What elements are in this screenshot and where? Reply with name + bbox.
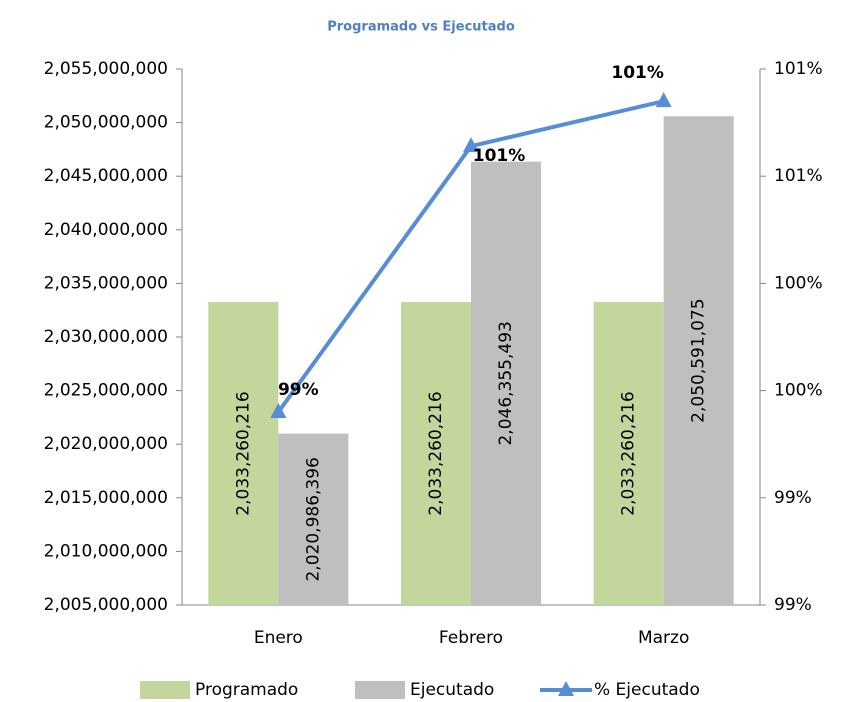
x-tick-label: Marzo <box>638 628 689 648</box>
bar-value-label: 2,020,986,396 <box>303 457 323 581</box>
line-marker <box>463 137 479 153</box>
bar-value-label: 2,046,355,493 <box>496 321 516 445</box>
legend-label: % Ejecutado <box>594 680 700 700</box>
bar-value-label: 2,033,260,216 <box>426 391 446 515</box>
line-marker <box>655 92 672 108</box>
y-tick-label: 2,050,000,000 <box>44 113 168 133</box>
y-tick-label: 2,010,000,000 <box>44 541 168 561</box>
y2-tick-label: 99% <box>774 488 812 508</box>
line-value-label: 99% <box>278 380 319 400</box>
y-tick-label: 2,040,000,000 <box>44 220 168 240</box>
bar <box>471 161 541 605</box>
legend-swatch <box>140 681 190 699</box>
legend-label: Ejecutado <box>410 680 494 700</box>
y-tick-label: 2,025,000,000 <box>44 381 168 401</box>
line-value-label: 101% <box>611 63 664 83</box>
x-tick-label: Enero <box>254 628 303 648</box>
legend-label: Programado <box>195 680 298 700</box>
legend-swatch <box>355 681 405 699</box>
y-tick-label: 2,030,000,000 <box>44 327 168 347</box>
y2-tick-label: 100% <box>774 273 823 293</box>
bar <box>593 302 664 605</box>
y2-tick-label: 101% <box>774 166 823 186</box>
chart-title: Programado vs Ejecutado <box>327 20 515 35</box>
y-tick-label: 2,005,000,000 <box>44 595 168 615</box>
bar-value-label: 2,033,260,216 <box>619 391 639 515</box>
legend-swatch <box>558 681 574 696</box>
bar-value-label: 2,050,591,075 <box>689 298 709 422</box>
bar <box>208 302 279 605</box>
y-tick-label: 2,020,000,000 <box>44 434 168 454</box>
bar <box>401 302 471 605</box>
y-tick-label: 2,015,000,000 <box>44 488 168 508</box>
bar <box>278 433 349 605</box>
bar-value-label: 2,033,260,216 <box>233 391 253 515</box>
y2-tick-label: 99% <box>774 595 812 615</box>
line-marker <box>270 403 287 419</box>
line-value-label: 101% <box>473 146 526 166</box>
y-tick-label: 2,045,000,000 <box>44 166 168 186</box>
x-tick-label: Febrero <box>439 628 503 648</box>
y2-tick-label: 101% <box>774 59 823 79</box>
y-tick-label: 2,035,000,000 <box>44 273 168 293</box>
y2-tick-label: 100% <box>774 381 823 401</box>
y-tick-label: 2,055,000,000 <box>44 59 168 79</box>
bar <box>663 116 734 606</box>
